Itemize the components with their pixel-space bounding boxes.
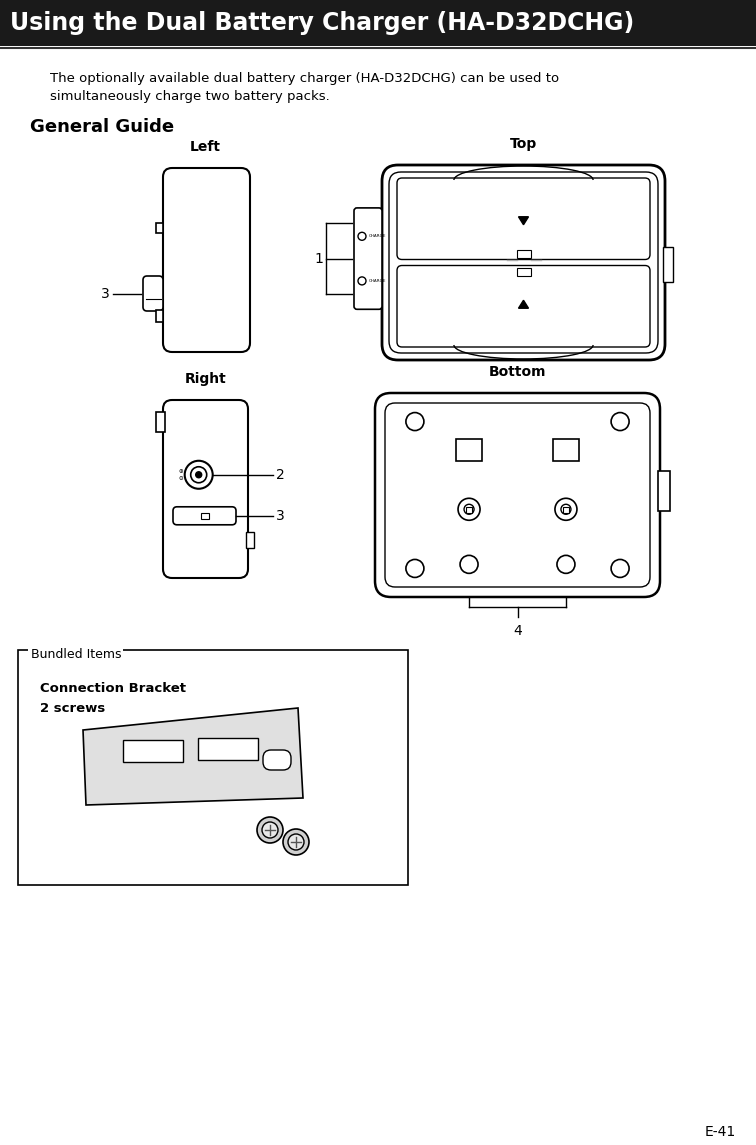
FancyBboxPatch shape	[163, 400, 248, 578]
Bar	[28, 642, 123, 654]
Text: Bundled Items: Bundled Items	[31, 648, 122, 661]
Bar	[563, 507, 569, 513]
Bar	[663, 247, 673, 282]
Bar	[0, 0, 756, 46]
Text: Bottom: Bottom	[488, 365, 547, 379]
Text: 3: 3	[101, 286, 110, 300]
Text: Left: Left	[190, 140, 221, 153]
Text: 2 screws: 2 screws	[40, 702, 105, 714]
Bar	[456, 440, 482, 461]
Text: E-41: E-41	[705, 1126, 736, 1139]
Text: The optionally available dual battery charger (HA-D32DCHG) can be used to: The optionally available dual battery ch…	[50, 72, 559, 85]
Text: 2: 2	[276, 468, 285, 482]
Text: Connection Bracket: Connection Bracket	[40, 682, 186, 695]
Bar	[516, 250, 531, 258]
FancyBboxPatch shape	[385, 403, 650, 587]
Text: 4: 4	[513, 624, 522, 638]
Bar	[553, 440, 579, 461]
Circle shape	[358, 232, 366, 240]
Bar	[18, 650, 408, 885]
Circle shape	[555, 498, 577, 520]
Circle shape	[262, 822, 278, 838]
Circle shape	[611, 412, 629, 431]
Bar	[658, 471, 670, 512]
Circle shape	[288, 834, 304, 850]
Circle shape	[191, 467, 206, 483]
Bar	[246, 532, 254, 548]
Polygon shape	[83, 708, 303, 805]
Text: Right: Right	[184, 372, 226, 386]
FancyBboxPatch shape	[173, 507, 236, 524]
Text: ⊕
⊖: ⊕ ⊖	[178, 468, 183, 481]
Circle shape	[184, 460, 212, 489]
Bar	[200, 513, 209, 519]
FancyBboxPatch shape	[163, 168, 250, 352]
FancyBboxPatch shape	[389, 172, 658, 353]
Bar	[123, 740, 183, 763]
Polygon shape	[519, 300, 528, 308]
FancyBboxPatch shape	[354, 208, 382, 309]
Circle shape	[561, 504, 571, 514]
Circle shape	[257, 818, 283, 843]
Circle shape	[557, 555, 575, 574]
Text: CHARGE: CHARGE	[369, 235, 386, 238]
Text: Using the Dual Battery Charger (HA-D32DCHG): Using the Dual Battery Charger (HA-D32DC…	[10, 11, 634, 35]
Circle shape	[464, 504, 474, 514]
Text: 1: 1	[314, 252, 323, 266]
Circle shape	[358, 277, 366, 285]
Bar	[466, 507, 472, 513]
Bar	[198, 739, 258, 760]
Bar	[156, 310, 163, 322]
Bar	[156, 412, 165, 432]
Text: Top: Top	[510, 137, 537, 151]
FancyBboxPatch shape	[375, 393, 660, 597]
Circle shape	[406, 412, 424, 431]
Text: General Guide: General Guide	[30, 118, 174, 136]
Text: CHARGE: CHARGE	[369, 279, 386, 283]
Circle shape	[196, 472, 202, 477]
Bar	[156, 223, 163, 232]
Circle shape	[611, 560, 629, 577]
Circle shape	[458, 498, 480, 520]
FancyBboxPatch shape	[397, 266, 650, 347]
Text: simultaneously charge two battery packs.: simultaneously charge two battery packs.	[50, 90, 330, 103]
FancyBboxPatch shape	[263, 750, 291, 769]
Circle shape	[283, 829, 309, 855]
Circle shape	[406, 560, 424, 577]
Bar	[516, 268, 531, 276]
FancyBboxPatch shape	[397, 177, 650, 260]
FancyBboxPatch shape	[382, 165, 665, 360]
FancyBboxPatch shape	[143, 276, 163, 311]
Circle shape	[460, 555, 478, 574]
Text: 3: 3	[276, 508, 285, 523]
Polygon shape	[519, 216, 528, 224]
